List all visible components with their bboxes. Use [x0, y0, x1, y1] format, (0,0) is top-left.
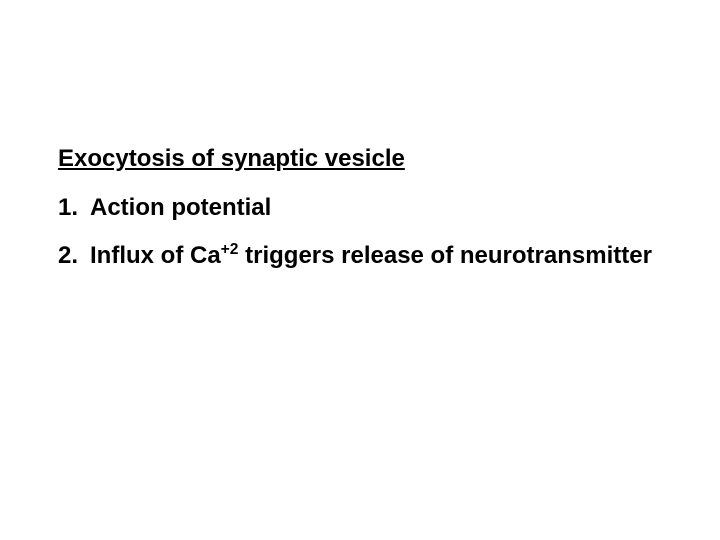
item-text-before: Action potential: [90, 194, 271, 221]
slide-heading: Exocytosis of synaptic vesicle: [58, 145, 658, 173]
list-item: 2. Influx of Ca+2 triggers release of ne…: [58, 241, 658, 271]
list-item: 1. Action potential: [58, 193, 658, 223]
item-text-after: triggers release of neurotransmitter: [238, 242, 651, 269]
item-text-before: Influx of Ca: [90, 242, 221, 269]
item-number: 1.: [58, 193, 78, 223]
item-superscript: +2: [221, 241, 239, 258]
item-number: 2.: [58, 241, 78, 271]
slide-content: Exocytosis of synaptic vesicle 1. Action…: [58, 145, 658, 289]
numbered-list: 1. Action potential 2. Influx of Ca+2 tr…: [58, 193, 658, 271]
